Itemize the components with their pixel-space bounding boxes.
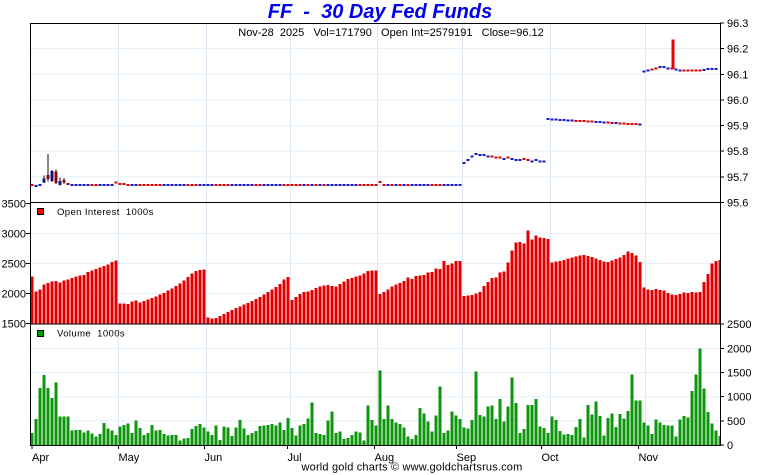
svg-text:95.8: 95.8 xyxy=(727,146,748,158)
svg-text:Nov: Nov xyxy=(639,452,659,464)
svg-text:3000: 3000 xyxy=(2,228,26,240)
svg-text:FF - 30 Day Fed Funds: FF - 30 Day Fed Funds xyxy=(268,1,492,23)
svg-text:2000: 2000 xyxy=(2,288,26,300)
svg-text:96.0: 96.0 xyxy=(727,95,748,107)
svg-text:1500: 1500 xyxy=(727,368,751,380)
svg-text:May: May xyxy=(119,452,140,464)
svg-text:Nov-28 2025 Vol=171790 Op: Nov-28 2025 Vol=171790 Open Int=2579191 … xyxy=(238,27,544,39)
svg-text:96.3: 96.3 xyxy=(727,18,748,30)
svg-text:96.1: 96.1 xyxy=(727,69,748,81)
svg-text:500: 500 xyxy=(727,416,745,428)
svg-text:2500: 2500 xyxy=(2,258,26,270)
svg-text:Volume 1000s: Volume 1000s xyxy=(57,329,125,340)
svg-text:3500: 3500 xyxy=(2,198,26,210)
svg-text:Apr: Apr xyxy=(32,452,49,464)
svg-text:95.7: 95.7 xyxy=(727,172,748,184)
svg-text:96.2: 96.2 xyxy=(727,44,748,56)
svg-text:2000: 2000 xyxy=(727,343,751,355)
svg-text:Jun: Jun xyxy=(205,452,223,464)
svg-text:1500: 1500 xyxy=(2,319,26,331)
svg-text:Aug: Aug xyxy=(375,452,395,464)
svg-text:Open Interest 1000s: Open Interest 1000s xyxy=(57,207,154,218)
svg-text:Jul: Jul xyxy=(288,452,302,464)
svg-text:2500: 2500 xyxy=(727,319,751,331)
svg-text:1000: 1000 xyxy=(727,392,751,404)
svg-text:Oct: Oct xyxy=(542,452,559,464)
svg-text:world gold charts © www.goldch: world gold charts © www.goldchartsrus.co… xyxy=(301,462,523,474)
svg-text:0: 0 xyxy=(727,440,733,452)
svg-text:Sep: Sep xyxy=(457,452,477,464)
svg-text:95.9: 95.9 xyxy=(727,121,748,133)
svg-text:95.6: 95.6 xyxy=(727,198,748,210)
